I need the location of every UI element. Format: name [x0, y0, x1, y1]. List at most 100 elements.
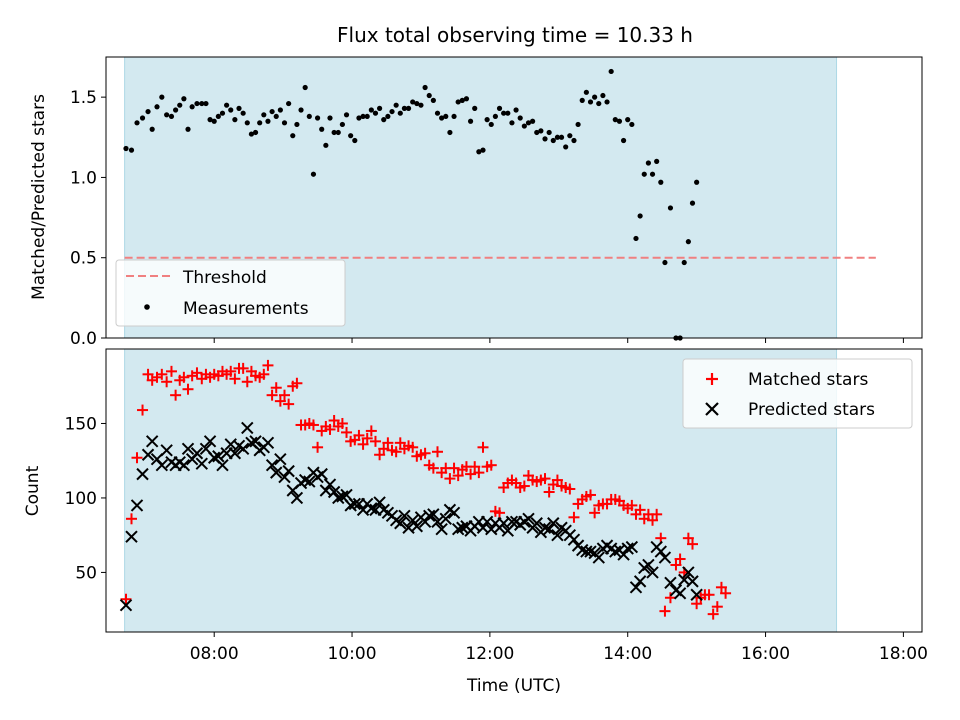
matched-stars-point: [270, 382, 282, 394]
bottom-y-axis: 50 100 150: [65, 414, 106, 583]
predicted-stars-point: [654, 545, 668, 558]
top-y-axis: 0.0 0.5 1.0 1.5: [70, 88, 106, 349]
measurement-point: [331, 129, 337, 136]
predicted-stars-point: [673, 587, 687, 600]
measurement-point: [265, 118, 271, 124]
matched-stars-point: [291, 377, 303, 389]
matched-stars-point: [131, 452, 143, 464]
matched-stars-point: [374, 449, 386, 461]
measurement-point: [269, 108, 275, 115]
matched-stars-point: [170, 389, 182, 401]
matched-stars-point: [485, 459, 497, 471]
top-legend: Threshold Measurements: [115, 259, 346, 327]
predicted-stars-point: [530, 517, 543, 530]
measurement-point: [154, 104, 160, 110]
top-y-tick-label: 1.5: [70, 88, 97, 108]
matched-stars-point: [626, 499, 638, 511]
predicted-stars-point: [332, 491, 345, 505]
measurement-point: [689, 200, 696, 206]
measurement-point: [521, 123, 527, 129]
measurement-point: [629, 121, 635, 128]
measurement-point: [215, 113, 221, 120]
measurement-point: [173, 107, 179, 113]
measurement-point: [248, 131, 255, 137]
measurement-point: [240, 110, 246, 116]
matched-stars-point: [444, 473, 456, 485]
measurements-legend-label: Measurements: [183, 299, 309, 319]
measurement-point: [310, 171, 317, 177]
measurement-point: [542, 136, 548, 142]
measurement-point: [488, 121, 494, 128]
matched-legend-label: Matched stars: [748, 370, 868, 390]
measurement-point: [207, 117, 213, 123]
predicted-stars-point: [423, 509, 436, 523]
top-panel: 0.0 0.5 1.0 1.5 Matched/Predicted stars Thr…: [29, 56, 923, 349]
matched-stars-point: [568, 511, 580, 523]
matched-stars-point: [156, 368, 168, 380]
measurement-point: [459, 97, 465, 103]
matched-stars-point: [448, 462, 460, 474]
measurement-point: [596, 100, 602, 107]
chart-title: Flux total observing time = 10.33 h: [337, 23, 693, 47]
predicted-stars-point: [160, 444, 173, 457]
bottom-y-axis-label: Count: [23, 465, 43, 516]
predicted-stars-point: [241, 421, 254, 435]
matched-stars-point: [182, 383, 194, 395]
measurement-point: [554, 134, 561, 140]
matched-stars-point: [543, 486, 555, 498]
bottom-x-axis: 08:00 10:00 12:00 14:00 16:00 18:00: [190, 632, 928, 664]
predicted-stars-point: [265, 458, 279, 472]
matched-stars-point: [274, 395, 286, 407]
measurement-point: [348, 133, 354, 139]
matched-stars-point: [651, 508, 663, 520]
matched-stars-point: [191, 367, 203, 379]
measurement-point: [517, 115, 523, 121]
measurement-point: [294, 121, 300, 128]
predicted-stars-point: [431, 515, 444, 528]
bottom-x-tick-label: 14:00: [603, 644, 652, 664]
measurement-point: [302, 84, 308, 91]
top-y-tick-label: 0.5: [70, 249, 97, 269]
matched-stars-point: [432, 446, 443, 458]
matched-stars-point: [328, 414, 340, 426]
measurement-point: [422, 84, 428, 91]
measurement-point: [575, 121, 581, 128]
matched-stars-point: [336, 417, 348, 429]
predicted-stars-point: [427, 508, 440, 521]
measurement-point: [571, 137, 577, 144]
x-axis-label: Time (UTC): [466, 676, 561, 696]
measurement-point: [389, 108, 395, 115]
matched-stars-point: [258, 368, 270, 380]
measurement-point: [211, 118, 217, 124]
measurement-point: [451, 113, 457, 120]
matched-stars-point: [407, 441, 419, 453]
matched-stars-point: [465, 468, 477, 480]
matched-stars-point: [711, 601, 723, 613]
matched-stars-point: [312, 441, 324, 453]
measurement-point: [525, 120, 532, 126]
measurement-point: [667, 205, 674, 211]
predicted-stars-point: [216, 458, 229, 472]
measurement-point: [261, 112, 267, 118]
predicted-stars-point: [621, 542, 634, 555]
matched-stars-point: [518, 480, 530, 492]
measurements-legend-swatch: [144, 304, 150, 310]
predicted-stars-point: [203, 435, 217, 448]
measurement-point: [583, 89, 589, 95]
measurement-point: [298, 107, 304, 113]
measurement-point: [414, 100, 420, 107]
matched-stars-point: [237, 362, 249, 374]
matched-stars-point: [307, 419, 319, 431]
measurement-point: [393, 102, 399, 108]
matched-stars-point: [369, 435, 381, 447]
predicted-stars-point: [261, 436, 275, 450]
predicted-stars-point: [398, 509, 411, 523]
matched-stars-point: [178, 371, 190, 383]
predicted-stars-point: [181, 442, 195, 456]
measurement-point: [681, 259, 687, 266]
matched-stars-point: [473, 467, 485, 479]
predicted-stars-point: [228, 447, 242, 460]
matched-stars-point: [585, 489, 596, 501]
predicted-stars-point: [141, 448, 155, 461]
